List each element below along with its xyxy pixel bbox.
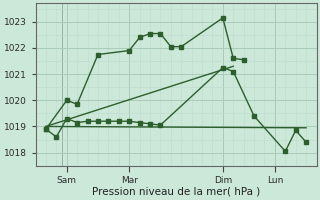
X-axis label: Pression niveau de la mer( hPa ): Pression niveau de la mer( hPa ) — [92, 187, 260, 197]
